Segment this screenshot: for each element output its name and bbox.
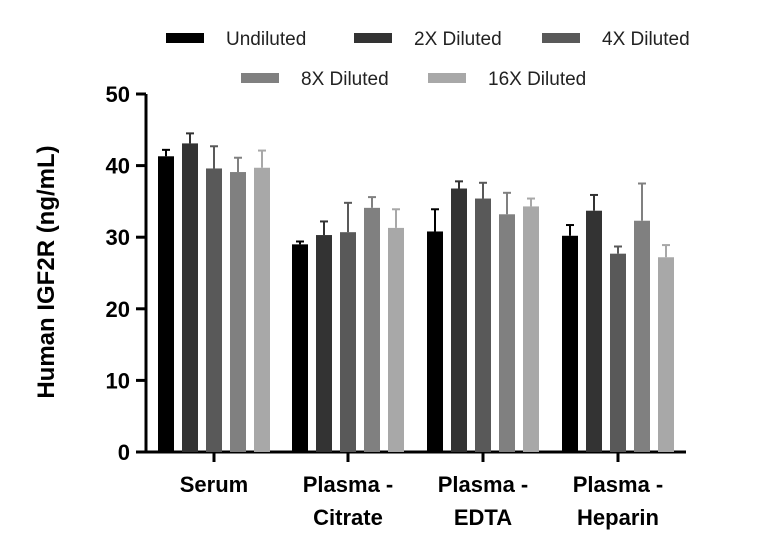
legend: Undiluted 2X Diluted 4X Diluted 8X Diluted 1… <box>166 29 690 90</box>
legend-swatch <box>166 33 204 43</box>
legend-swatch <box>542 33 580 43</box>
legend-swatch <box>354 33 392 43</box>
bar <box>316 235 332 452</box>
bar <box>523 206 539 452</box>
legend-label: Undiluted <box>226 29 306 50</box>
legend-swatch <box>428 73 466 83</box>
legend-swatch <box>241 73 279 83</box>
y-tick-label: 10 <box>106 368 130 393</box>
bar <box>586 210 602 452</box>
x-category-label: Plasma - <box>303 472 394 497</box>
x-category-label: Serum <box>180 472 248 497</box>
bar <box>340 232 356 452</box>
bar <box>427 231 443 452</box>
bar <box>158 156 174 453</box>
bar <box>206 168 222 453</box>
bar <box>499 214 515 452</box>
bar <box>230 172 246 452</box>
x-category-label: Heparin <box>577 505 659 530</box>
legend-label: 16X Diluted <box>488 69 586 90</box>
bar <box>658 257 674 452</box>
bars <box>158 132 674 453</box>
y-tick-label: 30 <box>106 225 130 250</box>
bar <box>634 220 650 452</box>
y-tick-label: 40 <box>106 154 130 179</box>
x-axis: Serum Plasma - Citrate Plasma - EDTA Plasma -… <box>145 450 686 530</box>
legend-label: 4X Diluted <box>602 29 690 50</box>
x-category-label: Plasma - <box>573 472 664 497</box>
y-tick-label: 0 <box>118 440 130 465</box>
y-tick-label: 20 <box>106 297 130 322</box>
legend-label: 8X Diluted <box>301 69 389 90</box>
y-axis-title: Human IGF2R (ng/mL) <box>33 145 60 398</box>
x-category-label: Plasma - <box>438 472 529 497</box>
bar <box>182 143 198 453</box>
bar <box>562 235 578 452</box>
y-axis: 0 10 20 30 40 50 <box>106 82 148 465</box>
y-tick-label: 50 <box>106 82 130 107</box>
bar <box>254 167 270 453</box>
legend-label: 2X Diluted <box>414 29 502 50</box>
bar <box>610 253 626 452</box>
bar <box>388 227 404 452</box>
x-category-label: EDTA <box>454 505 512 530</box>
bar <box>451 188 467 452</box>
bar <box>475 198 491 452</box>
x-category-label: Citrate <box>313 505 383 530</box>
bar <box>364 207 380 452</box>
bar <box>292 244 308 452</box>
